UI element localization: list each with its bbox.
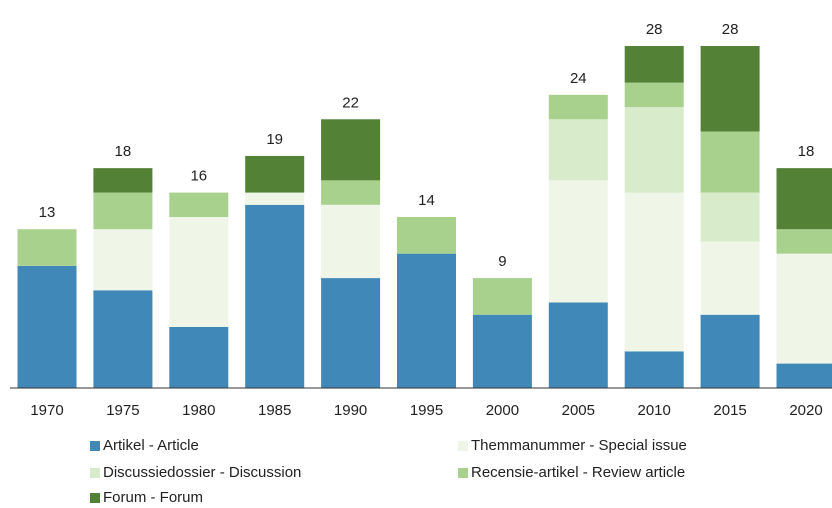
bar-segment <box>776 363 832 388</box>
total-label: 22 <box>342 94 359 111</box>
total-label: 18 <box>115 143 132 160</box>
x-tick-label: 2010 <box>638 402 671 419</box>
legend-swatch <box>458 441 468 451</box>
x-tick-label: 1980 <box>182 402 215 419</box>
bar-segment <box>624 82 684 108</box>
bar-segment <box>700 241 760 315</box>
bar-segment <box>93 168 153 193</box>
x-tick-label: 1995 <box>410 402 443 419</box>
legend-swatch <box>90 493 100 503</box>
x-tick-label: 2015 <box>713 402 746 419</box>
bar-segment <box>93 192 153 230</box>
bar-segment <box>624 46 684 83</box>
bar-segment <box>245 204 305 388</box>
legend-label: Artikel - Article <box>103 437 199 454</box>
bar-segment <box>17 229 77 266</box>
bar-segment <box>321 278 381 388</box>
bar-segment <box>93 229 153 291</box>
bar-segment <box>397 217 456 254</box>
total-label: 24 <box>570 70 587 87</box>
legend-label: Themmanummer - Special issue <box>471 437 687 454</box>
legend-swatch <box>458 468 468 478</box>
bar-segment <box>624 351 684 388</box>
bar-segment <box>321 180 381 205</box>
bar-segment <box>169 217 229 327</box>
bar-segment <box>700 131 760 193</box>
legend-swatch <box>90 441 100 451</box>
bar-segment <box>472 278 532 315</box>
bar-segment <box>776 229 832 254</box>
x-tick-label: 2020 <box>789 402 822 419</box>
bar-segment <box>548 302 608 388</box>
x-tick-label: 1985 <box>258 402 291 419</box>
bar-segment <box>700 46 760 132</box>
bar-segment <box>548 180 608 303</box>
x-tick-label: 2005 <box>562 402 595 419</box>
bar-segment <box>472 314 532 388</box>
x-tick-label: 1990 <box>334 402 367 419</box>
bar-segment <box>169 192 229 217</box>
bar-segment <box>624 107 684 193</box>
bar-segment <box>624 192 684 352</box>
x-tick-label: 1975 <box>106 402 139 419</box>
legend-label: Recensie-artikel - Review article <box>471 464 685 481</box>
bar-segment <box>17 265 77 388</box>
total-label: 18 <box>798 143 815 160</box>
total-label: 13 <box>39 204 56 221</box>
bar-segment <box>93 290 153 388</box>
bar-segment <box>397 253 456 388</box>
bar-segment <box>321 119 381 181</box>
total-label: 16 <box>190 168 207 185</box>
bar-segment <box>321 204 381 279</box>
legend-label: Forum - Forum <box>103 489 203 506</box>
total-label: 28 <box>646 21 663 38</box>
bar-segment <box>169 326 229 388</box>
bar-segment <box>700 314 760 388</box>
total-label: 19 <box>266 131 283 148</box>
bar-segment <box>776 253 832 364</box>
bar-segment <box>548 119 608 181</box>
x-tick-label: 1970 <box>30 402 63 419</box>
x-tick-label: 2000 <box>486 402 519 419</box>
total-label: 14 <box>418 192 435 209</box>
total-label: 28 <box>722 21 739 38</box>
bar-segment <box>548 94 608 120</box>
legend-label: Discussiedossier - Discussion <box>103 464 301 481</box>
total-label: 9 <box>498 253 506 270</box>
bar-segment <box>700 192 760 242</box>
bar-segment <box>245 155 305 193</box>
bar-segment <box>245 192 305 205</box>
legend-swatch <box>90 468 100 478</box>
bar-segment <box>776 168 832 230</box>
